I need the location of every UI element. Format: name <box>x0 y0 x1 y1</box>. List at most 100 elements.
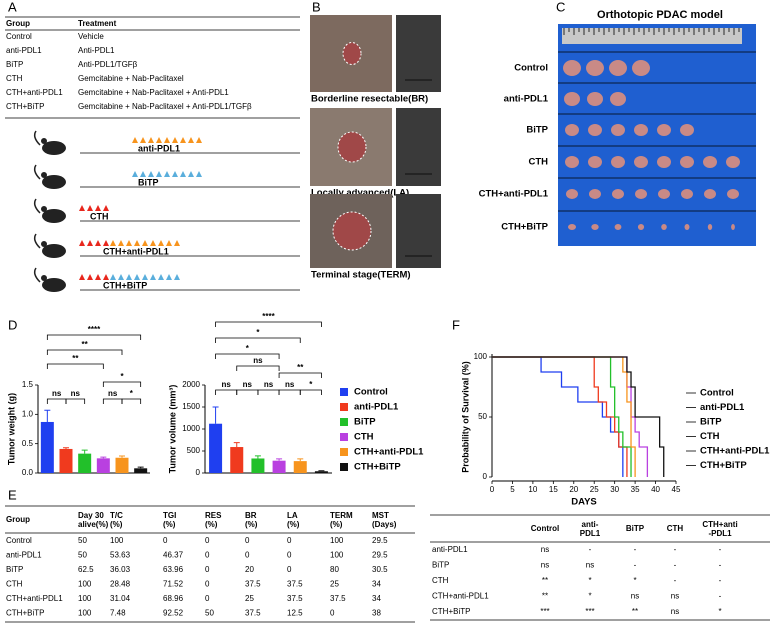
table-cell: anti-PDL1 <box>6 46 42 55</box>
tumor <box>611 124 625 136</box>
mouse-icon <box>41 241 47 247</box>
y-tick-label: 1.0 <box>22 409 34 418</box>
y-tick-label: 0.0 <box>22 468 34 477</box>
dose-marker <box>79 205 85 211</box>
table-cell: 0 <box>205 594 210 603</box>
bar <box>40 421 54 473</box>
dose-marker <box>87 205 93 211</box>
significance-bracket <box>215 337 301 343</box>
dose-marker <box>126 240 132 246</box>
tumor <box>658 189 670 199</box>
dose-marker <box>87 240 93 246</box>
dose-marker <box>158 240 164 246</box>
tumor-outline <box>342 42 362 65</box>
table-cell: 7.48 <box>110 609 126 618</box>
table-cell: anti-PDL1 <box>432 545 468 554</box>
dose-marker <box>150 274 156 280</box>
legend-swatch <box>340 463 348 471</box>
schematic-label: CTH <box>90 211 109 221</box>
dose-marker <box>140 171 146 177</box>
y-axis-label: Tumor volume (mm³) <box>167 385 177 474</box>
mouse-icon <box>41 206 47 212</box>
table-cell: 0 <box>287 536 292 545</box>
dose-marker <box>180 171 186 177</box>
tumor <box>635 189 647 199</box>
table-cell: - <box>634 545 637 554</box>
dose-marker <box>95 205 101 211</box>
dose-marker <box>172 137 178 143</box>
x-tick-label: 30 <box>610 485 619 494</box>
y-tick-label: 100 <box>474 352 488 361</box>
y-axis-label: Tumor weight (g) <box>6 393 16 465</box>
table-cell: 92.52 <box>163 609 184 618</box>
tumor <box>657 124 671 136</box>
table-cell: 0 <box>245 551 250 560</box>
dose-marker <box>188 137 194 143</box>
table-cell: ** <box>632 607 638 616</box>
ultrasound <box>396 15 441 92</box>
panel-label: C <box>556 0 565 14</box>
table-cell: BiTP <box>6 565 23 574</box>
header-part: (%) <box>287 520 300 529</box>
table-cell: 37.5 <box>287 594 303 603</box>
dose-marker <box>103 240 109 246</box>
table-cell: 0 <box>205 551 210 560</box>
dose-marker <box>150 240 156 246</box>
bar <box>230 447 244 473</box>
table-cell: 20 <box>245 565 254 574</box>
y-tick-label: 1500 <box>182 402 200 411</box>
legend-swatch <box>340 433 348 441</box>
table-cell: * <box>633 576 636 585</box>
significance-label: * <box>256 328 260 337</box>
dose-marker <box>79 274 85 280</box>
bar <box>209 423 223 473</box>
mouse-icon <box>42 278 66 292</box>
table-cell: 34 <box>372 580 381 589</box>
dose-marker <box>196 171 202 177</box>
significance-label: * <box>309 380 313 389</box>
dose-marker <box>156 137 162 143</box>
significance-label: ** <box>297 363 304 372</box>
legend-label: CTH+BiTP <box>700 460 747 471</box>
error-bar <box>254 455 261 459</box>
error-bar <box>44 409 51 422</box>
table-cell: Anti-PDL1/TGFβ <box>78 60 138 69</box>
significance-bracket <box>121 398 142 404</box>
significance-bracket <box>215 353 280 359</box>
table-header: Group <box>6 515 30 524</box>
table-cell: 0 <box>330 609 335 618</box>
table-cell: ns <box>541 545 549 554</box>
legend-swatch <box>340 403 348 411</box>
tumor <box>680 124 694 136</box>
table-cell: ns <box>631 592 639 601</box>
schematic-label: CTH+BiTP <box>103 280 147 290</box>
schematic-label: anti-PDL1 <box>138 143 180 153</box>
tumor <box>609 60 627 76</box>
table-cell: 28.48 <box>110 580 131 589</box>
dose-marker <box>132 171 138 177</box>
dose-marker <box>174 274 180 280</box>
mouse-icon <box>42 141 66 155</box>
dose-marker <box>103 205 109 211</box>
table-cell: 71.52 <box>163 580 184 589</box>
tumor <box>657 156 671 168</box>
legend-label: anti-PDL1 <box>700 402 745 413</box>
survival-curve <box>492 356 665 477</box>
significance-bracket <box>257 389 280 395</box>
significance-label: ** <box>72 354 79 363</box>
table-cell: 68.96 <box>163 594 184 603</box>
table-cell: 12.5 <box>287 609 303 618</box>
header-part: LA <box>287 511 298 520</box>
table-cell: ns <box>541 561 549 570</box>
dose-marker <box>148 137 154 143</box>
dose-marker <box>164 171 170 177</box>
table-cell: 31.04 <box>110 594 131 603</box>
table-cell: 37.5 <box>287 580 303 589</box>
photo-caption: Borderline resectable(BR) <box>311 94 428 105</box>
schematic-label: BiTP <box>138 177 159 187</box>
bar <box>115 457 129 473</box>
dose-marker <box>148 171 154 177</box>
mouse-icon <box>41 138 47 144</box>
dose-marker <box>164 137 170 143</box>
tumor <box>680 156 694 168</box>
